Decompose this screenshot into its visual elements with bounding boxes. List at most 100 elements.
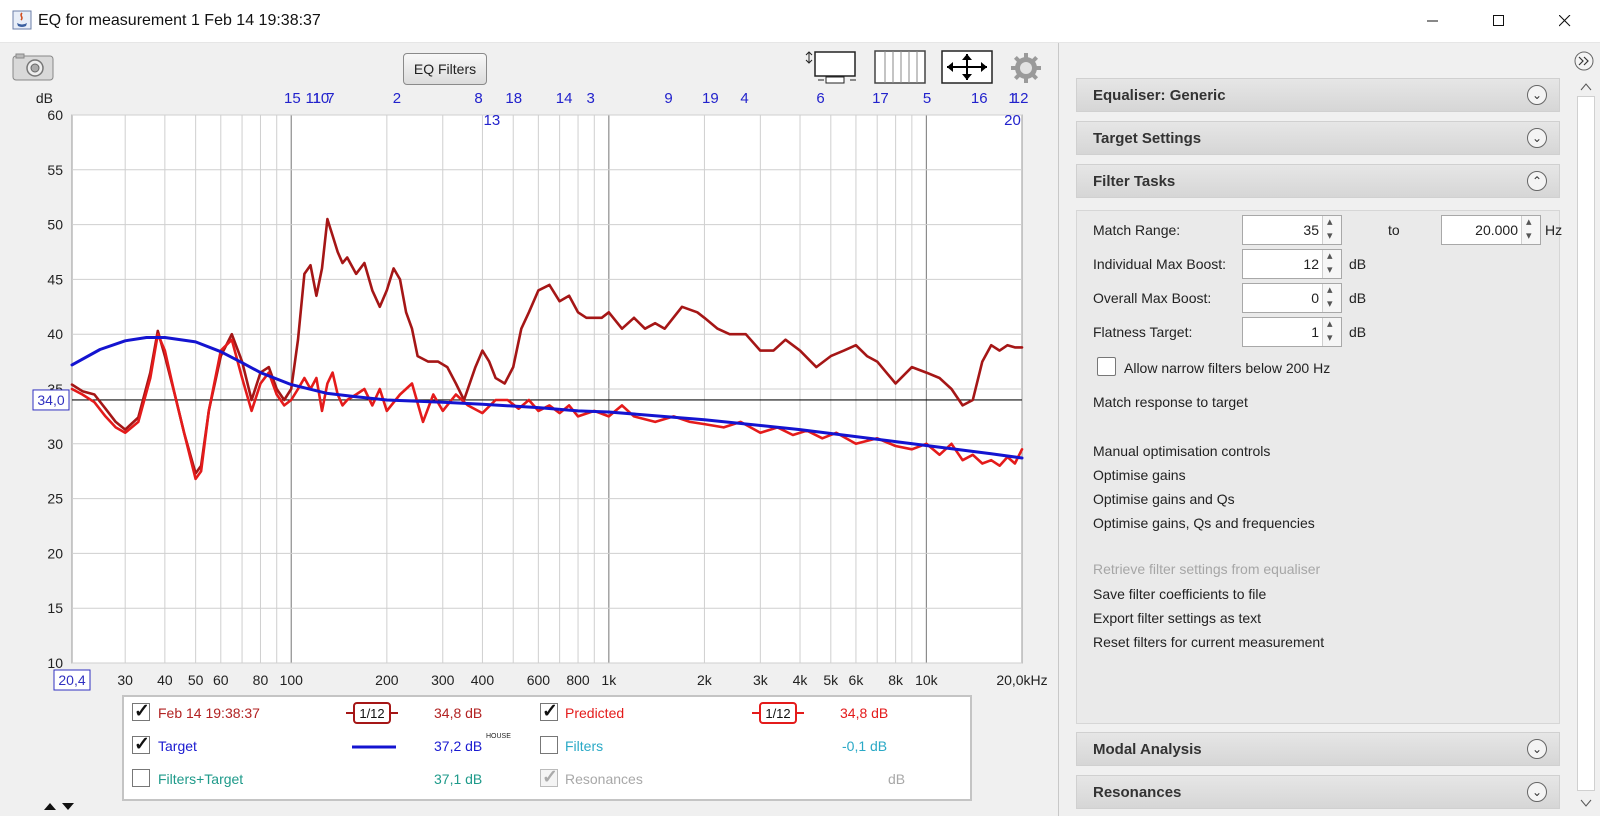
filters-target-checkbox[interactable]: [132, 769, 150, 787]
smoothing-icon: 1/12: [752, 702, 804, 724]
resonances-section-header[interactable]: Resonances ⌄: [1076, 775, 1560, 809]
y-tick-label: 10: [47, 655, 63, 671]
measurement-checkbox[interactable]: [132, 700, 150, 723]
max-boost-spinner[interactable]: 12: [1242, 249, 1342, 279]
predicted-legend-value: 34,8 dB: [840, 705, 889, 721]
reset-filters-button[interactable]: Reset filters for current measurement: [1093, 634, 1325, 650]
x-tick-label: 30: [117, 672, 133, 688]
filter-marker: 9: [664, 90, 672, 107]
collapse-panel-button[interactable]: [1574, 51, 1594, 71]
expand-chevron-icon: ⌄: [1527, 85, 1547, 105]
collapse-chevron-icon: ⌃: [1527, 171, 1547, 191]
modal-analysis-section-title: Modal Analysis: [1093, 741, 1202, 758]
reference-level-box: [32, 389, 70, 411]
limits-icon: [805, 51, 856, 84]
spinner-arrows-icon[interactable]: [1521, 215, 1540, 244]
scroll-down-icon[interactable]: [1580, 798, 1592, 808]
predicted-smoothing-button[interactable]: 1/12: [752, 701, 804, 728]
filter-marker: 13: [484, 112, 501, 129]
spinner-arrows-icon[interactable]: [1322, 215, 1341, 244]
x-start-box: [53, 669, 91, 691]
match-range-from-spinner[interactable]: 35: [1242, 215, 1342, 245]
measurement-smoothing-button[interactable]: 1/12: [346, 701, 398, 728]
filter-marker: 14: [556, 90, 573, 107]
svg-text:1/12: 1/12: [765, 706, 790, 721]
equaliser-section-header[interactable]: Equaliser: Generic ⌄: [1076, 78, 1560, 112]
grid-icon: [874, 50, 926, 84]
target-legend-label: Target: [158, 738, 197, 754]
measurement-legend-value: 34,8 dB: [434, 705, 483, 721]
spinner-arrows-icon[interactable]: [1322, 249, 1341, 278]
limits-button[interactable]: [804, 49, 858, 85]
filters-target-legend-label: Filters+Target: [158, 771, 244, 787]
title-bar: EQ for measurement 1 Feb 14 19:38:37: [0, 0, 1600, 43]
filters-checkbox[interactable]: [540, 736, 558, 754]
grid-button[interactable]: [874, 50, 926, 84]
filter-marker: 6: [816, 90, 824, 107]
y-tick-label: 25: [47, 491, 63, 507]
x-tick-label: 600: [527, 672, 551, 688]
optimise-all-button[interactable]: Optimise gains, Qs and frequencies: [1093, 515, 1315, 531]
filter-tasks-section-header[interactable]: Filter Tasks ⌃: [1076, 164, 1560, 198]
y-tick-label: 20: [47, 545, 63, 561]
optimise-gains-qs-button[interactable]: Optimise gains and Qs: [1093, 491, 1235, 507]
save-coefficients-button[interactable]: Save filter coefficients to file: [1093, 586, 1267, 602]
resonances-legend-label: Resonances: [565, 771, 643, 787]
camera-button[interactable]: [12, 53, 54, 81]
filter-marker: 18: [505, 90, 522, 107]
target-settings-section-title: Target Settings: [1093, 130, 1202, 147]
expand-legend-toggle[interactable]: [42, 800, 80, 812]
flatness-value: 1: [1311, 324, 1319, 340]
filter-marker: 20: [1004, 112, 1021, 129]
x-tick-label: 800: [566, 672, 590, 688]
to-label: to: [1388, 222, 1400, 238]
minimize-button[interactable]: [1402, 0, 1464, 42]
target-curve: [70, 336, 1024, 460]
filter-marker: 2: [393, 90, 401, 107]
spinner-arrows-icon[interactable]: [1322, 283, 1341, 312]
max-boost-value: 12: [1303, 256, 1319, 272]
y-tick-label: 40: [47, 326, 63, 342]
y-tick-label: 60: [47, 107, 63, 123]
export-filters-button[interactable]: Export filter settings as text: [1093, 610, 1262, 626]
db-unit: dB: [1349, 324, 1367, 340]
x-tick-label: 20,0kHz: [996, 672, 1047, 688]
scrollbar-track[interactable]: [1577, 96, 1595, 791]
match-response-button[interactable]: Match response to target: [1093, 394, 1248, 410]
eq-filters-button[interactable]: EQ Filters: [403, 53, 487, 85]
narrow-filters-checkbox[interactable]: [1097, 357, 1116, 376]
filter-marker: 4: [740, 90, 748, 107]
spinner-arrows-icon[interactable]: [1322, 317, 1341, 346]
svg-text:1/12: 1/12: [359, 706, 384, 721]
filter-marker: 17: [872, 90, 889, 107]
target-settings-section-header[interactable]: Target Settings ⌄: [1076, 121, 1560, 155]
predicted-curve: [70, 332, 1024, 481]
modal-analysis-section-header[interactable]: Modal Analysis ⌄: [1076, 732, 1560, 766]
reference-level-label: 34,0: [37, 392, 64, 408]
filter-marker: 15: [284, 90, 301, 107]
x-tick-label: 8k: [888, 672, 904, 688]
optimise-gains-button[interactable]: Optimise gains: [1093, 467, 1186, 483]
expand-chevron-icon: ⌄: [1527, 128, 1547, 148]
settings-button[interactable]: [1009, 51, 1043, 85]
filters-legend-label: Filters: [565, 738, 604, 754]
x-tick-label: 50: [188, 672, 204, 688]
flatness-spinner[interactable]: 1: [1242, 317, 1342, 347]
fit-button[interactable]: [941, 50, 993, 84]
scroll-up-icon[interactable]: [1580, 82, 1592, 92]
close-button[interactable]: [1534, 0, 1596, 42]
resonances-legend-value: dB: [888, 771, 906, 787]
predicted-checkbox[interactable]: [540, 700, 558, 723]
vertical-scrollbar[interactable]: [1576, 78, 1596, 814]
x-tick-label: 2k: [697, 672, 713, 688]
match-range-to-spinner[interactable]: 20.000: [1441, 215, 1541, 245]
manual-controls-button[interactable]: Manual optimisation controls: [1093, 443, 1271, 459]
match-range-label: Match Range:: [1093, 222, 1181, 238]
target-checkbox[interactable]: [132, 733, 150, 756]
overall-boost-spinner[interactable]: 0: [1242, 283, 1342, 313]
expand-chevron-icon: ⌄: [1527, 782, 1547, 802]
x-start-label: 20,4: [58, 672, 85, 688]
target-line-swatch: [352, 745, 396, 749]
maximize-button[interactable]: [1468, 0, 1530, 42]
